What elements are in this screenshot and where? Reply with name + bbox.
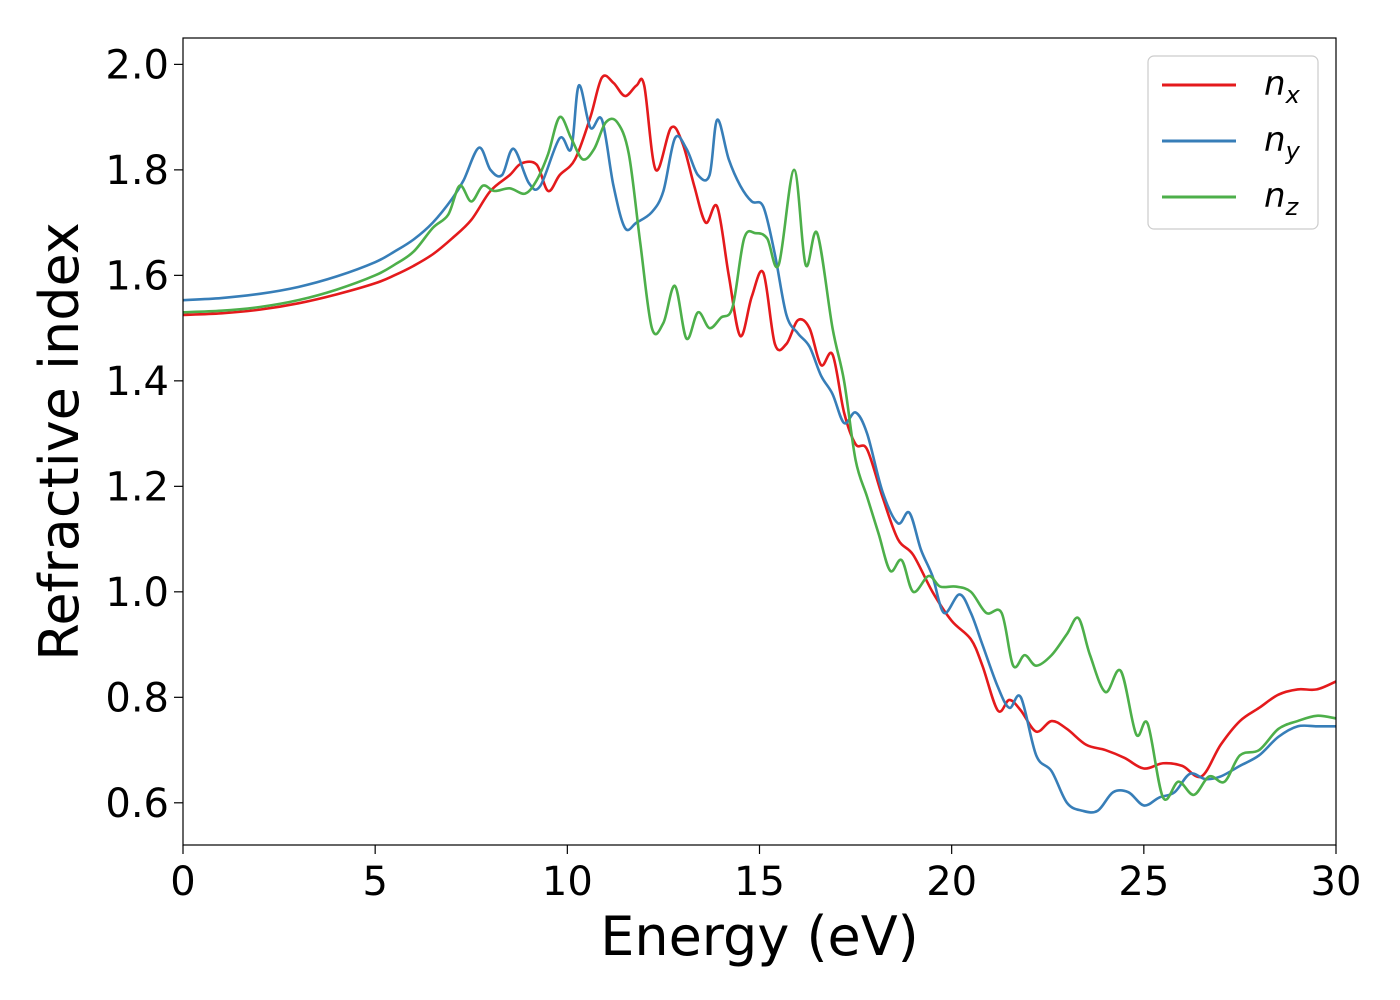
y-tick-label: 2.0 [105, 42, 169, 88]
y-axis-ticks: 0.6 0.8 1.0 1.2 1.4 1.6 1.8 2.0 [105, 42, 183, 827]
legend-label-z: nz [1264, 176, 1300, 221]
legend-label-y: ny [1264, 120, 1301, 165]
y-tick-label: 1.8 [105, 148, 169, 194]
x-axis-ticks: 0 5 10 15 20 25 30 [170, 845, 1361, 905]
y-tick-label: 1.4 [105, 359, 169, 405]
legend-label-subscript: x [1285, 81, 1301, 109]
legend-label-subscript: z [1285, 193, 1300, 221]
y-tick-label: 1.6 [105, 253, 169, 299]
x-axis-label: Energy (eV) [600, 905, 919, 968]
x-tick-label: 0 [170, 859, 195, 905]
x-tick-label: 20 [926, 859, 977, 905]
series-line-z [183, 115, 1336, 801]
legend-label-base: n [1264, 64, 1286, 104]
y-tick-label: 1.2 [105, 464, 169, 510]
y-tick-label: 1.0 [105, 570, 169, 616]
x-tick-label: 10 [542, 859, 593, 905]
series-line-y [183, 84, 1336, 814]
legend-label-base: n [1264, 176, 1286, 216]
x-tick-label: 30 [1311, 859, 1362, 905]
y-tick-label: 0.8 [105, 675, 169, 721]
x-tick-label: 5 [362, 859, 387, 905]
plot-area [183, 74, 1336, 814]
legend-label-base: n [1264, 120, 1286, 160]
legend-label-subscript: y [1285, 137, 1301, 165]
series-line-x [183, 74, 1336, 779]
legend-label-x: nx [1264, 64, 1301, 109]
y-tick-label: 0.6 [105, 781, 169, 827]
x-tick-label: 15 [734, 859, 785, 905]
y-axis-label: Refractive index [28, 222, 91, 661]
x-tick-label: 25 [1118, 859, 1169, 905]
